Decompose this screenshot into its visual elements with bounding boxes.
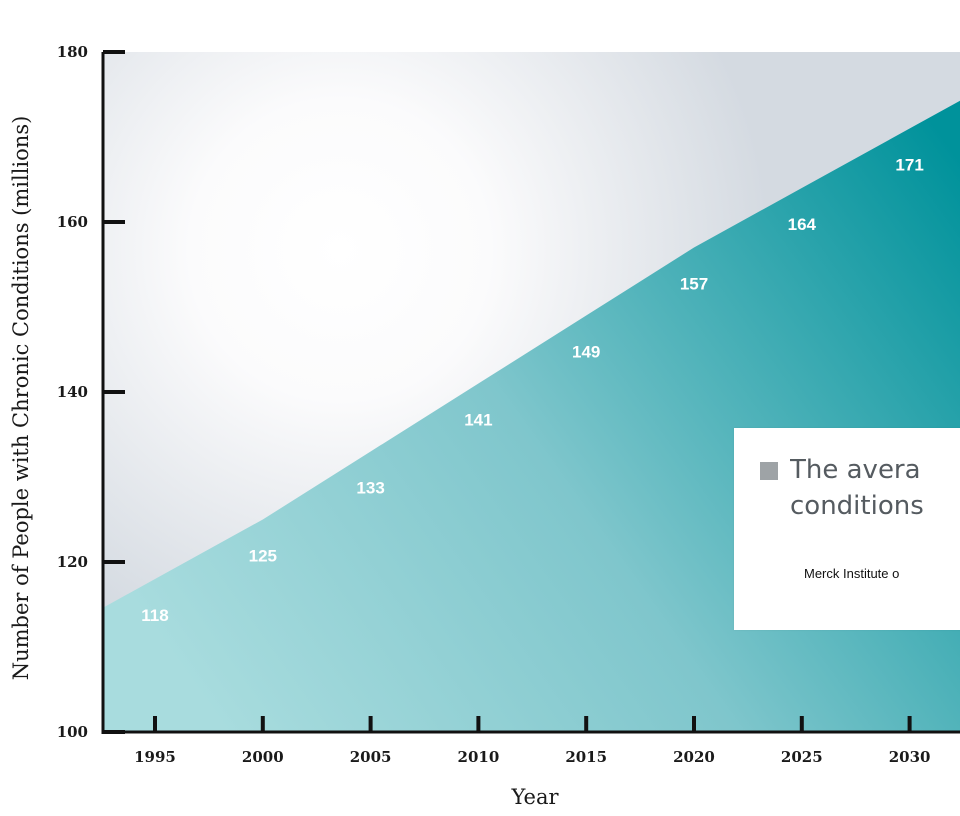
legend-line-1: The avera xyxy=(790,455,921,485)
y-tick-label: 140 xyxy=(57,383,88,401)
x-tick-label: 2005 xyxy=(350,748,392,766)
legend-text: The avera conditions xyxy=(790,452,960,524)
legend-source: Merck Institute o xyxy=(804,566,900,581)
x-tick-label: 2010 xyxy=(458,748,500,766)
data-label: 164 xyxy=(788,215,817,234)
x-axis-title: Year xyxy=(510,785,559,809)
data-label: 157 xyxy=(680,275,708,294)
data-label: 118 xyxy=(141,606,168,625)
y-tick-label: 100 xyxy=(57,723,88,741)
x-tick-label: 1995 xyxy=(134,748,176,766)
x-tick-label: 2030 xyxy=(889,748,931,766)
x-tick-label: 2000 xyxy=(242,748,284,766)
data-label: 125 xyxy=(249,547,277,566)
data-label: 133 xyxy=(356,479,384,498)
data-label: 171 xyxy=(895,156,923,175)
y-tick-label: 180 xyxy=(57,43,88,61)
data-label: 141 xyxy=(464,411,492,430)
legend: The avera conditions Merck Institute o xyxy=(734,428,960,630)
legend-line-2: conditions xyxy=(790,491,924,521)
y-axis-title: Number of People with Chronic Conditions… xyxy=(9,116,33,681)
x-tick-label: 2025 xyxy=(781,748,823,766)
data-label: 149 xyxy=(572,343,600,362)
x-tick-label: 2020 xyxy=(673,748,715,766)
x-tick-label: 2015 xyxy=(565,748,607,766)
legend-swatch xyxy=(760,462,778,480)
y-tick-label: 120 xyxy=(57,553,88,571)
y-tick-label: 160 xyxy=(57,213,88,231)
